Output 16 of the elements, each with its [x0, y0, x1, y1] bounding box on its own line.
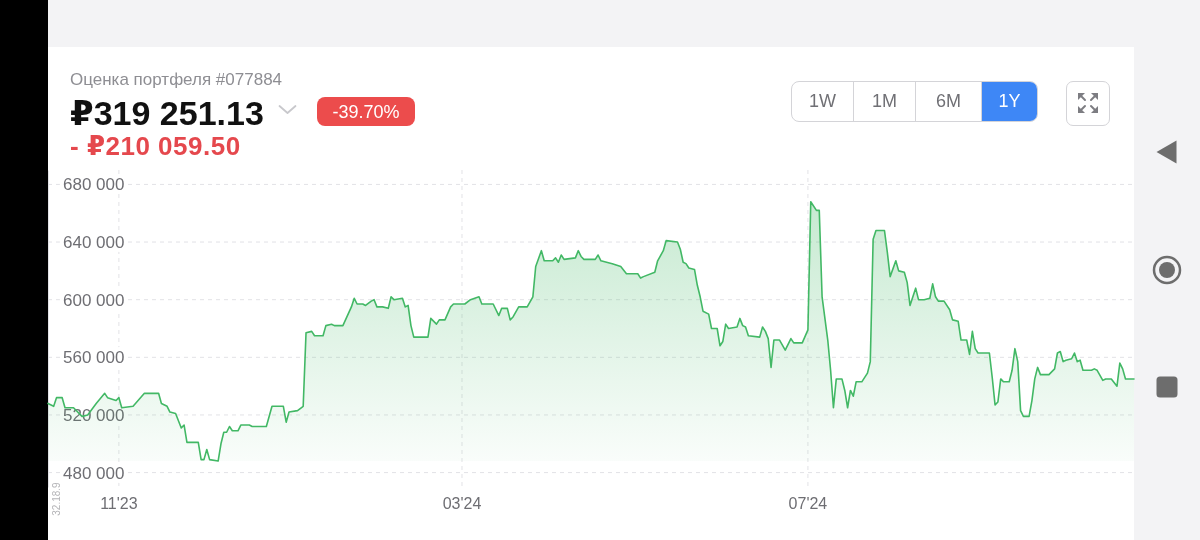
annotation: 32.18.9: [50, 481, 62, 516]
chart-subtitle: ₽319 251.13: [70, 94, 264, 132]
y-tick-label: 640 000: [63, 233, 125, 253]
y-tick-label: 680 000: [63, 175, 125, 195]
y-tick-label: 600 000: [63, 290, 125, 310]
button: 1Y: [981, 82, 1037, 121]
y-tick-label: 520 000: [63, 405, 125, 425]
y-tick-label: 480 000: [63, 463, 125, 483]
badge: -39.70%: [317, 97, 415, 126]
button-group: 1W 1M 6M 1Y: [791, 81, 1038, 122]
text: - ₽210 059.50: [70, 131, 241, 161]
x-tick-label: 11'23: [100, 494, 138, 512]
chart-title: Оценка портфеля #077884: [70, 70, 283, 89]
x-tick-label: 03'24: [442, 494, 482, 512]
x-tick-label: 07'24: [788, 494, 828, 512]
y-tick-label: 560 000: [63, 348, 125, 368]
